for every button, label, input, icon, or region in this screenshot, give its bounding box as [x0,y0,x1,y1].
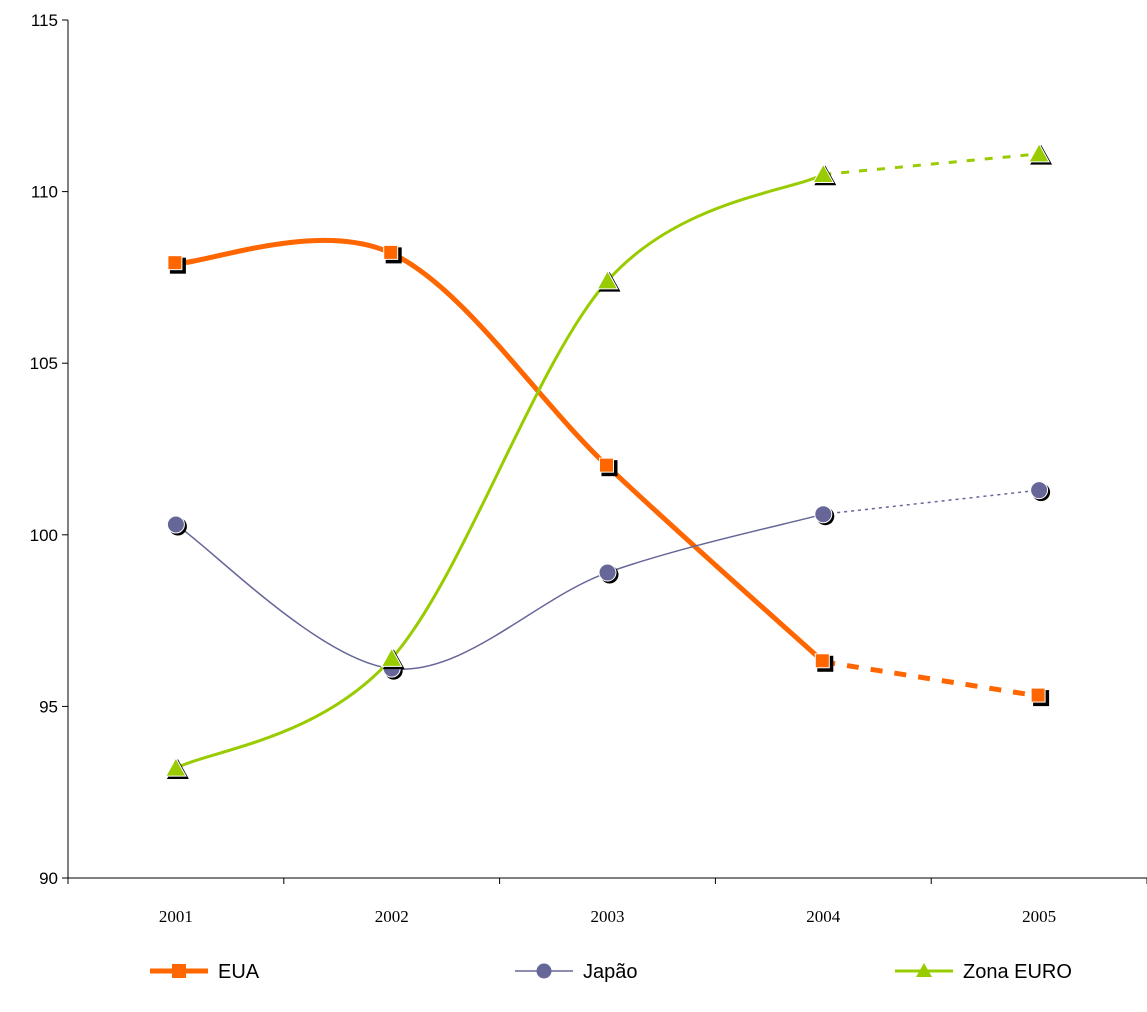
x-tick-group: 2001 2002 2003 2004 2005 [67,878,1147,926]
y-tick-label: 100 [30,526,58,545]
data-point-eua-2004 [814,653,834,672]
y-tick-label: 95 [39,697,58,716]
legend-label: Japão [583,961,638,983]
series-projection-japão [823,489,1040,515]
data-point-eua-2001 [167,255,186,274]
series-line-eua [173,237,826,665]
y-tick-label: 110 [31,183,58,202]
data-point-eua-2002 [383,244,402,264]
y-tick-label: 90 [39,869,58,888]
data-point-zona-euro-2005 [1028,142,1053,165]
data-point-japão-2001 [166,515,187,536]
data-point-eua-2003 [599,457,618,477]
legend: EUA Japão Zona EURO [150,961,1072,983]
x-tick-label: 2003 [591,907,625,926]
series-line-japão [175,513,825,670]
data-point-zona-euro-2001 [165,757,189,779]
legend-item-eua: EUA [150,961,260,983]
data-point-japão-2005 [1030,481,1051,502]
data-point-japão-2004 [814,505,835,526]
x-tick-label: 2004 [806,907,841,926]
series-projection-zona-euro [823,152,1040,176]
data-point-zona-euro-2004 [812,163,837,186]
legend-item-japão: Japão [515,961,638,983]
data-point-zona-euro-2002 [380,647,405,670]
legend-marker-circle-icon [536,963,552,979]
x-tick-label: 2005 [1022,907,1056,926]
data-point-japão-2003 [598,563,619,584]
x-tick-label: 2001 [159,907,193,926]
legend-marker-square-icon [172,964,186,978]
plot-area: 90 95 100 105 110 115 2001 2002 2003 2004 2005 [30,11,1147,926]
legend-label: EUA [218,961,260,983]
series-line-group [173,152,1040,770]
series-marker-group [165,142,1053,779]
series-line-zona-euro [174,172,825,770]
data-point-zona-euro-2003 [596,269,621,292]
y-tick-label: 115 [31,11,58,30]
legend-item-zona-euro: Zona EURO [895,961,1072,983]
data-point-eua-2005 [1030,687,1050,707]
y-tick-label: 105 [30,354,58,373]
x-tick-label: 2002 [375,907,409,926]
legend-label: Zona EURO [963,961,1072,983]
series-projection-eua [822,659,1040,699]
legend-marker-triangle-icon [916,963,932,977]
y-tick-group: 90 95 100 105 110 115 [30,11,68,888]
